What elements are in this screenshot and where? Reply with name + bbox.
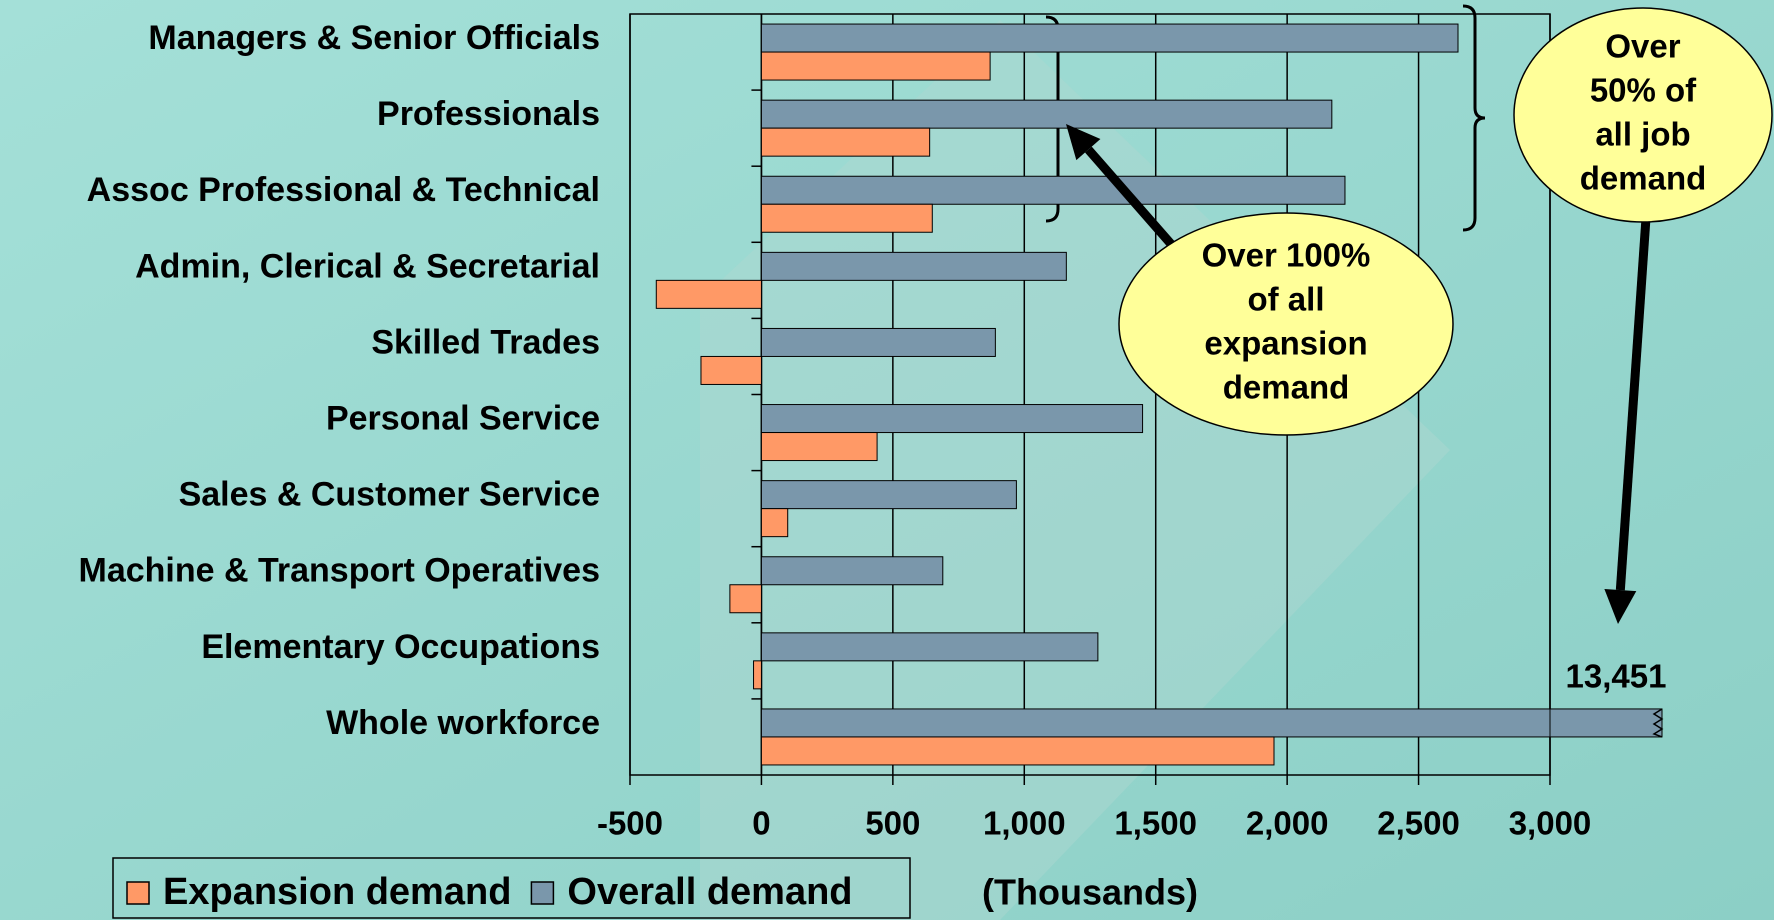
arrow [1085, 146, 1175, 247]
bar [760, 99, 1333, 129]
x-tick-label: 3,000 [1509, 805, 1592, 842]
bar [760, 23, 1459, 53]
value-label: 13,451 [1566, 658, 1667, 695]
x-tick-label: 2,500 [1377, 805, 1460, 842]
callout-text: expansion [1204, 325, 1367, 362]
legend-label: Expansion demand [163, 871, 511, 913]
callout-text: all job [1595, 116, 1690, 153]
callout [1513, 7, 1773, 223]
brace [1462, 4, 1486, 232]
legend-swatch [530, 881, 555, 905]
callout-text: Over 100% [1202, 237, 1371, 274]
background-shape [700, 20, 1450, 920]
y-tick-label: Elementary Occupations [201, 628, 600, 666]
legend-label: Overall demand [567, 871, 852, 913]
bar [760, 51, 991, 81]
bar [700, 355, 762, 385]
y-tick-label: Machine & Transport Operatives [79, 552, 601, 590]
y-tick-label: Whole workforce [326, 704, 600, 742]
bar [760, 251, 1067, 281]
legend-box [112, 857, 911, 919]
bar [760, 432, 878, 462]
x-axis-label: (Thousands) [982, 872, 1198, 913]
bar [760, 203, 933, 233]
y-tick-label: Admin, Clerical & Secretarial [135, 247, 600, 285]
callout-text: Over [1605, 28, 1680, 65]
y-tick-label: Professionals [377, 95, 600, 133]
x-tick-label: 2,000 [1246, 805, 1329, 842]
x-tick-label: 0 [752, 805, 770, 842]
x-tick-label: -500 [597, 805, 663, 842]
y-tick-label: Assoc Professional & Technical [87, 171, 600, 209]
callout-text: demand [1223, 369, 1350, 406]
bar [760, 404, 1144, 434]
y-tick-label: Personal Service [326, 400, 600, 438]
callout-text: 50% of [1590, 72, 1697, 109]
bar [760, 327, 996, 357]
legend-swatch [126, 881, 150, 905]
bar [760, 480, 1017, 510]
bar [760, 175, 1346, 205]
x-tick-label: 500 [865, 805, 920, 842]
y-tick-label: Managers & Senior Officials [148, 19, 600, 57]
x-tick-label: 1,000 [983, 805, 1066, 842]
bar [729, 584, 762, 614]
y-tick-label: Sales & Customer Service [179, 476, 600, 514]
bar [760, 556, 944, 586]
bar [760, 708, 1551, 738]
callout-text: of all [1247, 281, 1324, 318]
bar-break-stub [1549, 708, 1663, 738]
arrow [1615, 217, 1651, 591]
bar [753, 660, 762, 690]
arrow-head [1066, 124, 1101, 161]
callout-text: demand [1580, 160, 1707, 197]
bar [760, 736, 1275, 766]
bar [760, 127, 931, 157]
x-tick-label: 1,500 [1114, 805, 1197, 842]
callout [1118, 212, 1454, 436]
arrow-head [1604, 588, 1637, 624]
y-tick-label: Skilled Trades [371, 323, 600, 361]
axis-break [1652, 708, 1664, 738]
bar [760, 632, 1099, 662]
bar [760, 508, 789, 538]
bar [655, 279, 762, 309]
